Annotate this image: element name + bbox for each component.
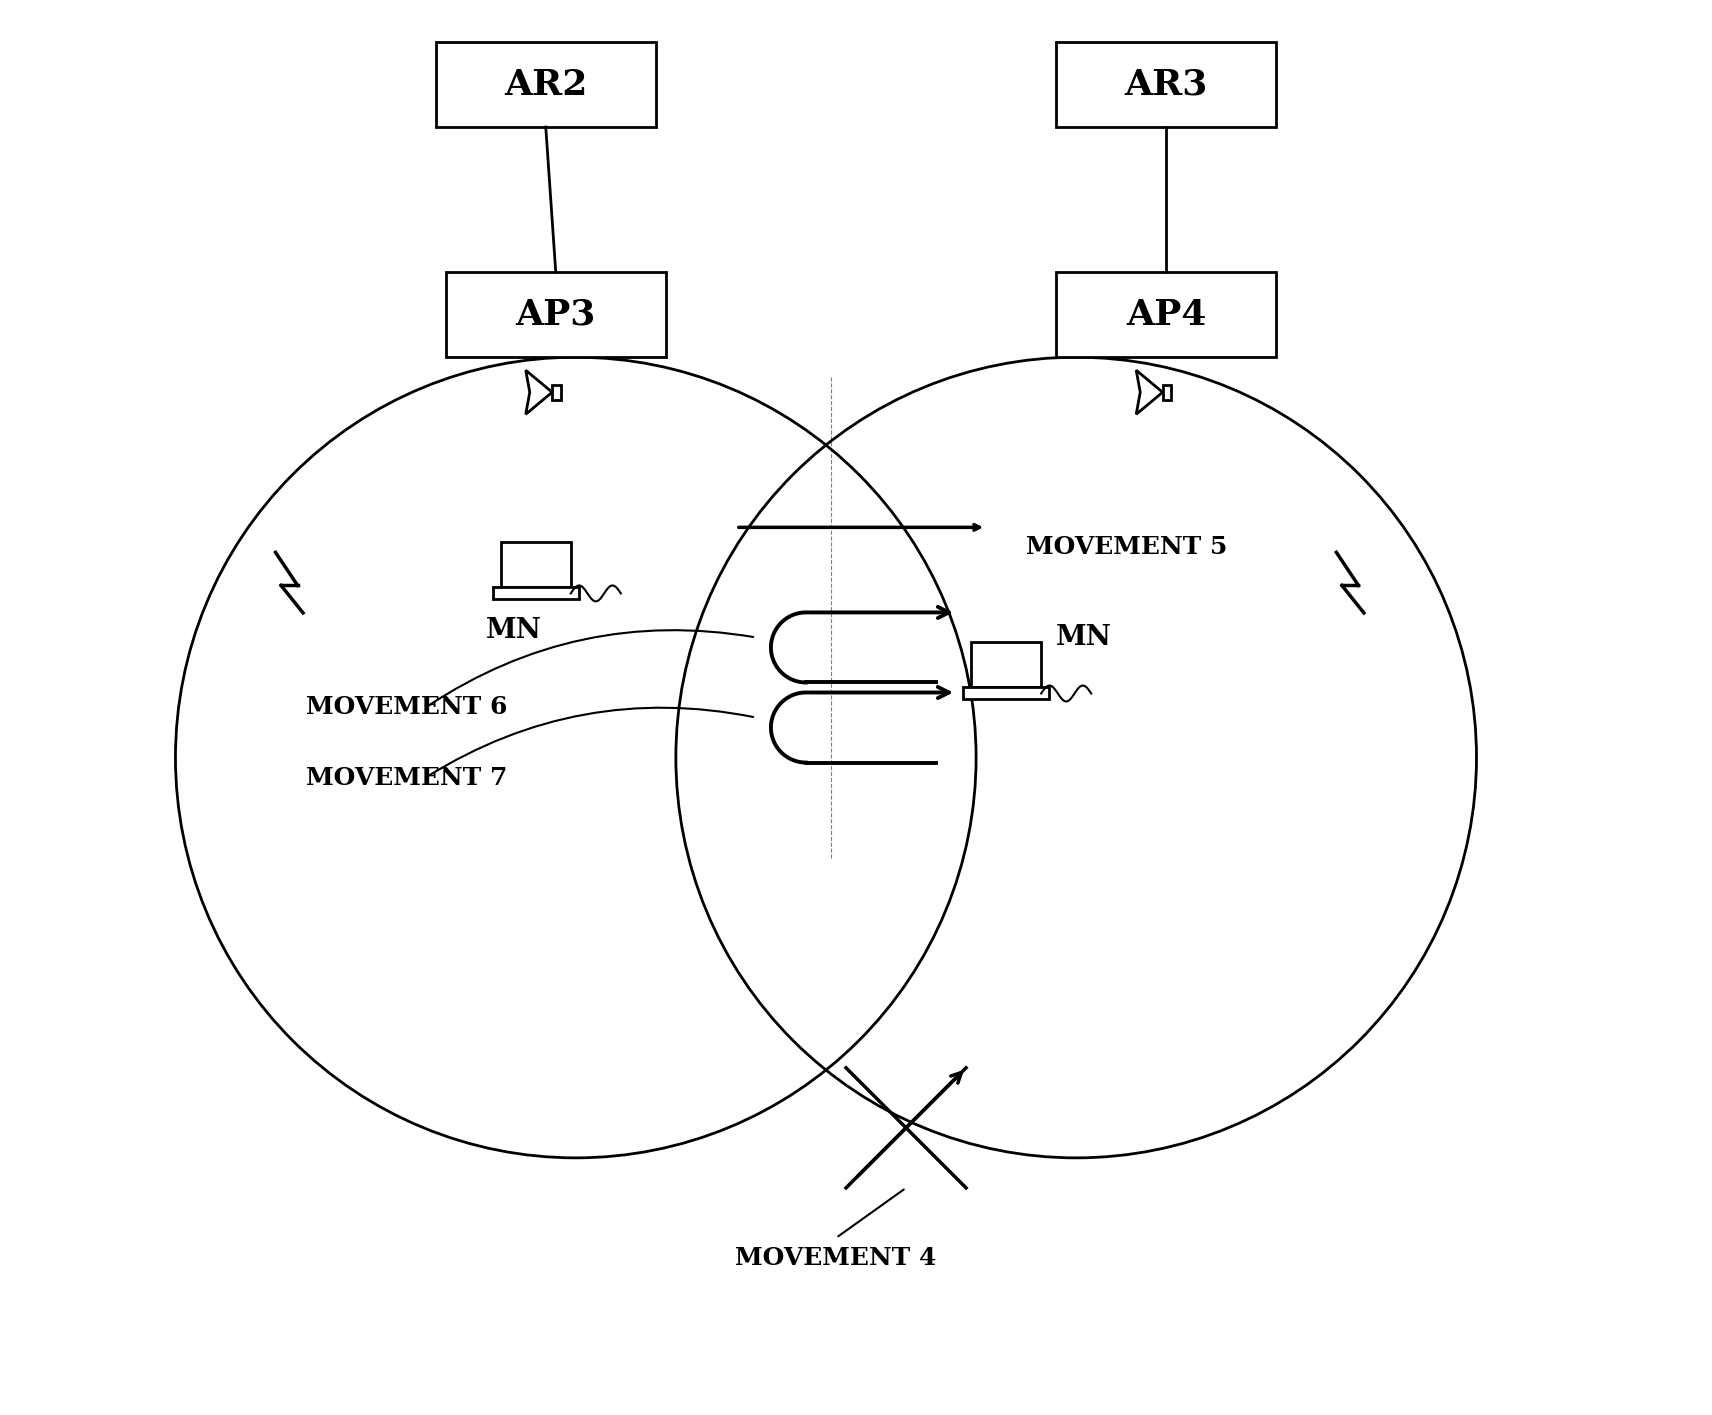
FancyBboxPatch shape	[445, 272, 666, 357]
FancyBboxPatch shape	[1056, 42, 1277, 127]
Text: AP3: AP3	[515, 297, 596, 331]
Text: AR2: AR2	[503, 68, 587, 102]
Text: AR3: AR3	[1125, 68, 1209, 102]
FancyBboxPatch shape	[493, 587, 579, 600]
Bar	[500, 542, 570, 587]
Text: MOVEMENT 7: MOVEMENT 7	[305, 766, 507, 790]
Bar	[1162, 385, 1171, 400]
Text: MN: MN	[486, 617, 541, 644]
Text: AP4: AP4	[1126, 297, 1207, 331]
Text: MN: MN	[1056, 624, 1113, 651]
FancyBboxPatch shape	[435, 42, 656, 127]
FancyBboxPatch shape	[964, 688, 1049, 699]
Text: MOVEMENT 6: MOVEMENT 6	[305, 696, 507, 719]
Bar	[553, 385, 562, 400]
Text: MOVEMENT 5: MOVEMENT 5	[1025, 535, 1228, 559]
FancyBboxPatch shape	[1056, 272, 1277, 357]
Bar	[971, 642, 1041, 688]
Text: MOVEMENT 4: MOVEMENT 4	[734, 1247, 936, 1269]
